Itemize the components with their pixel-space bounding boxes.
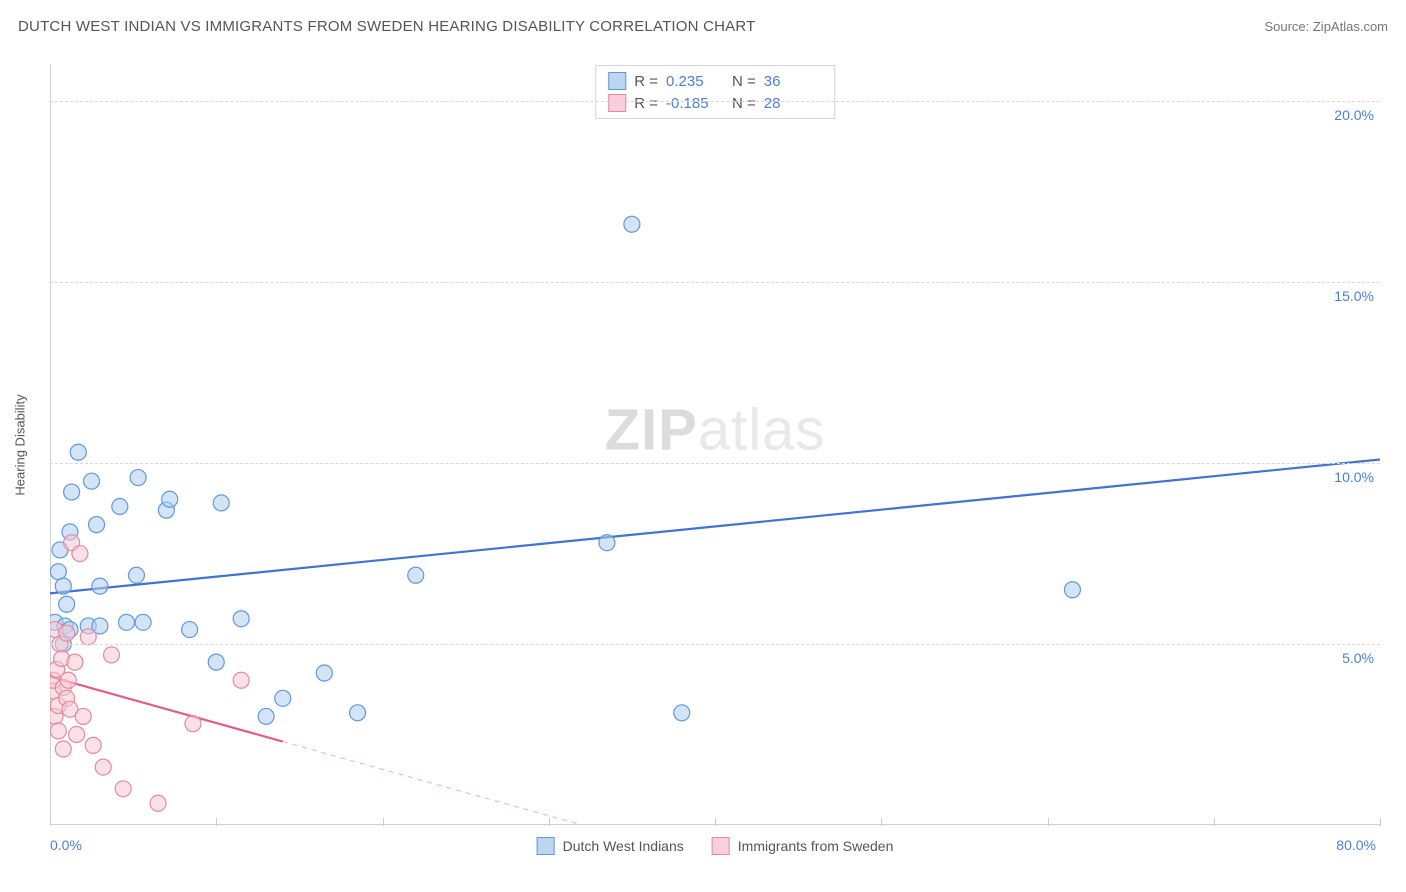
data-point (59, 596, 75, 612)
data-point (128, 567, 144, 583)
data-point (55, 578, 71, 594)
data-point (104, 647, 120, 663)
x-tick (715, 818, 716, 826)
y-tick-label: 15.0% (1334, 288, 1374, 304)
data-point (80, 629, 96, 645)
data-point (50, 564, 66, 580)
r-value: 0.235 (666, 73, 724, 90)
source-label: Source: ZipAtlas.com (1264, 19, 1388, 34)
data-point (50, 723, 66, 739)
data-point (208, 654, 224, 670)
x-tick (50, 818, 51, 826)
data-point (185, 716, 201, 732)
data-point (75, 708, 91, 724)
x-tick (881, 818, 882, 826)
data-point (350, 705, 366, 721)
series-legend: Dutch West Indians Immigrants from Swede… (537, 837, 894, 855)
data-point (408, 567, 424, 583)
swatch-dutch (608, 72, 626, 90)
data-point (69, 727, 85, 743)
data-point (115, 781, 131, 797)
data-point (135, 614, 151, 630)
data-point (70, 444, 86, 460)
data-point (95, 759, 111, 775)
x-min-label: 0.0% (50, 837, 82, 853)
data-point (233, 672, 249, 688)
scatter-plot (50, 65, 1380, 825)
data-point (112, 499, 128, 515)
chart-area: Hearing Disability ZIPatlas R = 0.235 N … (50, 65, 1380, 825)
gridline (50, 101, 1380, 102)
y-tick-label: 5.0% (1342, 650, 1374, 666)
series-label: Dutch West Indians (563, 838, 684, 854)
data-point (624, 216, 640, 232)
n-label: N = (732, 95, 756, 112)
data-point (118, 614, 134, 630)
data-point (89, 517, 105, 533)
x-tick (1214, 818, 1215, 826)
gridline (50, 644, 1380, 645)
x-tick (549, 818, 550, 826)
y-tick-label: 10.0% (1334, 469, 1374, 485)
data-point (130, 470, 146, 486)
data-point (72, 546, 88, 562)
r-label: R = (634, 73, 658, 90)
r-label: R = (634, 95, 658, 112)
gridline (50, 463, 1380, 464)
data-point (150, 795, 166, 811)
legend-item-sweden: Immigrants from Sweden (712, 837, 894, 855)
data-point (1064, 582, 1080, 598)
data-point (182, 622, 198, 638)
x-tick (1380, 818, 1381, 826)
x-tick (1048, 818, 1049, 826)
data-point (84, 473, 100, 489)
series-label: Immigrants from Sweden (738, 838, 894, 854)
x-tick (383, 818, 384, 826)
data-point (275, 690, 291, 706)
data-point (55, 741, 71, 757)
legend-row-sweden: R = -0.185 N = 28 (608, 92, 822, 114)
data-point (213, 495, 229, 511)
data-point (92, 578, 108, 594)
page-title: DUTCH WEST INDIAN VS IMMIGRANTS FROM SWE… (18, 18, 755, 35)
data-point (599, 535, 615, 551)
swatch-sweden (712, 837, 730, 855)
swatch-dutch (537, 837, 555, 855)
x-max-label: 80.0% (1336, 837, 1376, 853)
n-value: 36 (764, 73, 822, 90)
n-label: N = (732, 73, 756, 90)
swatch-sweden (608, 94, 626, 112)
data-point (64, 484, 80, 500)
data-point (162, 491, 178, 507)
r-value: -0.185 (666, 95, 724, 112)
legend-item-dutch: Dutch West Indians (537, 837, 684, 855)
n-value: 28 (764, 95, 822, 112)
data-point (316, 665, 332, 681)
y-tick-label: 20.0% (1334, 107, 1374, 123)
gridline (50, 282, 1380, 283)
legend-row-dutch: R = 0.235 N = 36 (608, 70, 822, 92)
y-axis-label: Hearing Disability (13, 394, 28, 495)
data-point (233, 611, 249, 627)
correlation-legend: R = 0.235 N = 36 R = -0.185 N = 28 (595, 65, 835, 119)
data-point (60, 672, 76, 688)
data-point (59, 625, 75, 641)
data-point (67, 654, 83, 670)
x-tick (216, 818, 217, 826)
data-point (674, 705, 690, 721)
data-point (85, 737, 101, 753)
data-point (258, 708, 274, 724)
